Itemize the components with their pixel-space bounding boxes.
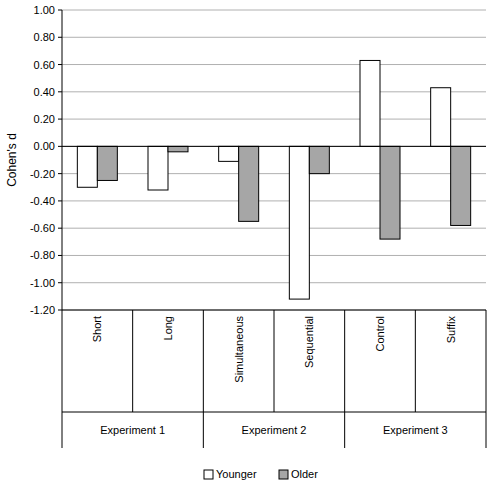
bar [451,146,471,225]
grid-line [62,282,486,283]
legend: Younger Older [204,468,318,480]
bar [309,146,329,173]
bar [219,146,239,161]
tick [58,37,62,38]
group-label: Experiment 3 [383,424,448,436]
bar [148,146,168,190]
bar [239,146,259,221]
grid-line [62,200,486,201]
grid-line [62,10,486,11]
tick-label: 0.60 [34,59,55,71]
tick [58,310,62,311]
bar [289,146,309,299]
category-divider [132,310,133,412]
grid-line [62,255,486,256]
grid-line [62,37,486,38]
category-label: Short [91,316,103,342]
tick [58,200,62,201]
tick [58,146,62,147]
legend-label: Older [291,468,318,480]
y-axis [62,10,63,310]
tick [58,119,62,120]
category-divider [62,310,63,448]
legend-label: Younger [216,468,257,480]
tick [58,173,62,174]
category-label: Control [374,316,386,351]
grid-line [62,91,486,92]
category-divider [344,310,345,448]
legend-swatch [279,470,288,479]
bar [360,60,380,146]
group-label: Experiment 1 [100,424,165,436]
grid-line [62,119,486,120]
grid-line [62,146,486,147]
category-divider [486,310,487,448]
tick-label: 0.40 [34,86,55,98]
bar [431,88,451,147]
tick-label: -0.80 [30,249,55,261]
bar [380,146,400,239]
tick [58,255,62,256]
tick-label: 0.00 [34,140,55,152]
tick [58,64,62,65]
group-label: Experiment 2 [242,424,307,436]
group-divider [62,412,486,413]
tick [58,10,62,11]
category-divider [274,310,275,412]
grid-line [62,228,486,229]
tick-label: -0.60 [30,222,55,234]
tick-label: 0.20 [34,113,55,125]
tick-label: -1.20 [30,304,55,316]
bar [97,146,117,180]
tick [58,91,62,92]
category-label: Simultaneous [233,316,245,383]
grid-line [62,173,486,174]
grid-line [62,64,486,65]
category-label: Long [162,316,174,340]
legend-swatch [204,470,213,479]
category-divider [203,310,204,448]
tick-label: -0.20 [30,168,55,180]
tick [58,282,62,283]
tick-label: 1.00 [34,4,55,16]
tick-label: -0.40 [30,195,55,207]
category-label: Sequential [303,316,315,368]
x-axis-labels: Short Long Simultaneous Sequential Control Su… [62,310,486,448]
bar [168,146,188,151]
bars [77,60,470,299]
category-divider [415,310,416,412]
grid: -1.20 -1.00 -0.80 -0.60 -0.40 -0.20 0.00 0.20 0.… [30,4,486,316]
tick-label: 0.80 [34,31,55,43]
tick-label: -1.00 [30,277,55,289]
chart: -1.20 -1.00 -0.80 -0.60 -0.40 -0.20 0.00 0.20 0.… [0,0,491,500]
category-label: Suffix [445,316,457,344]
tick [58,228,62,229]
bar [77,146,97,187]
zero-line [62,146,486,147]
y-axis-label: Cohen's d [5,133,19,187]
